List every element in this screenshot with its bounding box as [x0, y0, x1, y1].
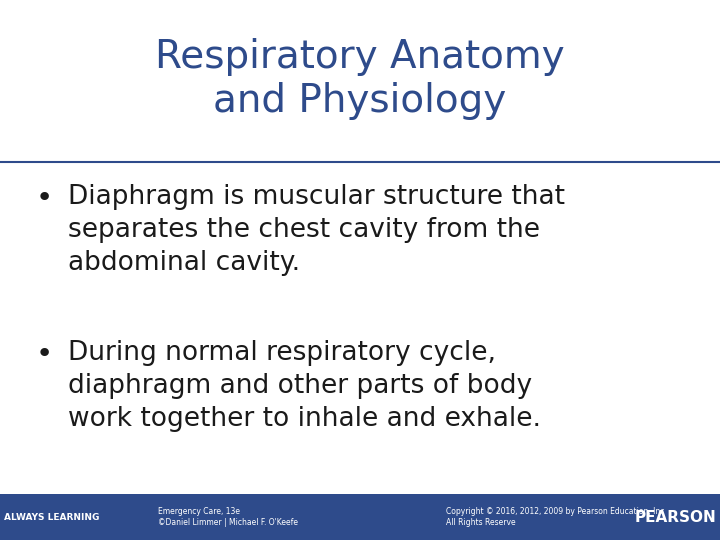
- Text: ALWAYS LEARNING: ALWAYS LEARNING: [4, 512, 99, 522]
- Text: Respiratory Anatomy
and Physiology: Respiratory Anatomy and Physiology: [156, 38, 564, 120]
- Bar: [0, 494, 720, 540]
- Text: Diaphragm is muscular structure that
separates the chest cavity from the
abdomin: Diaphragm is muscular structure that sep…: [68, 184, 565, 275]
- Text: •: •: [36, 340, 53, 368]
- Text: PEARSON: PEARSON: [634, 510, 716, 524]
- Text: •: •: [36, 184, 53, 212]
- Text: Emergency Care, 13e
©Daniel Limmer | Michael F. O'Keefe: Emergency Care, 13e ©Daniel Limmer | Mic…: [158, 507, 298, 528]
- Text: During normal respiratory cycle,
diaphragm and other parts of body
work together: During normal respiratory cycle, diaphra…: [68, 340, 541, 432]
- Text: Copyright © 2016, 2012, 2009 by Pearson Education, Inc
All Rights Reserve: Copyright © 2016, 2012, 2009 by Pearson …: [446, 507, 665, 528]
